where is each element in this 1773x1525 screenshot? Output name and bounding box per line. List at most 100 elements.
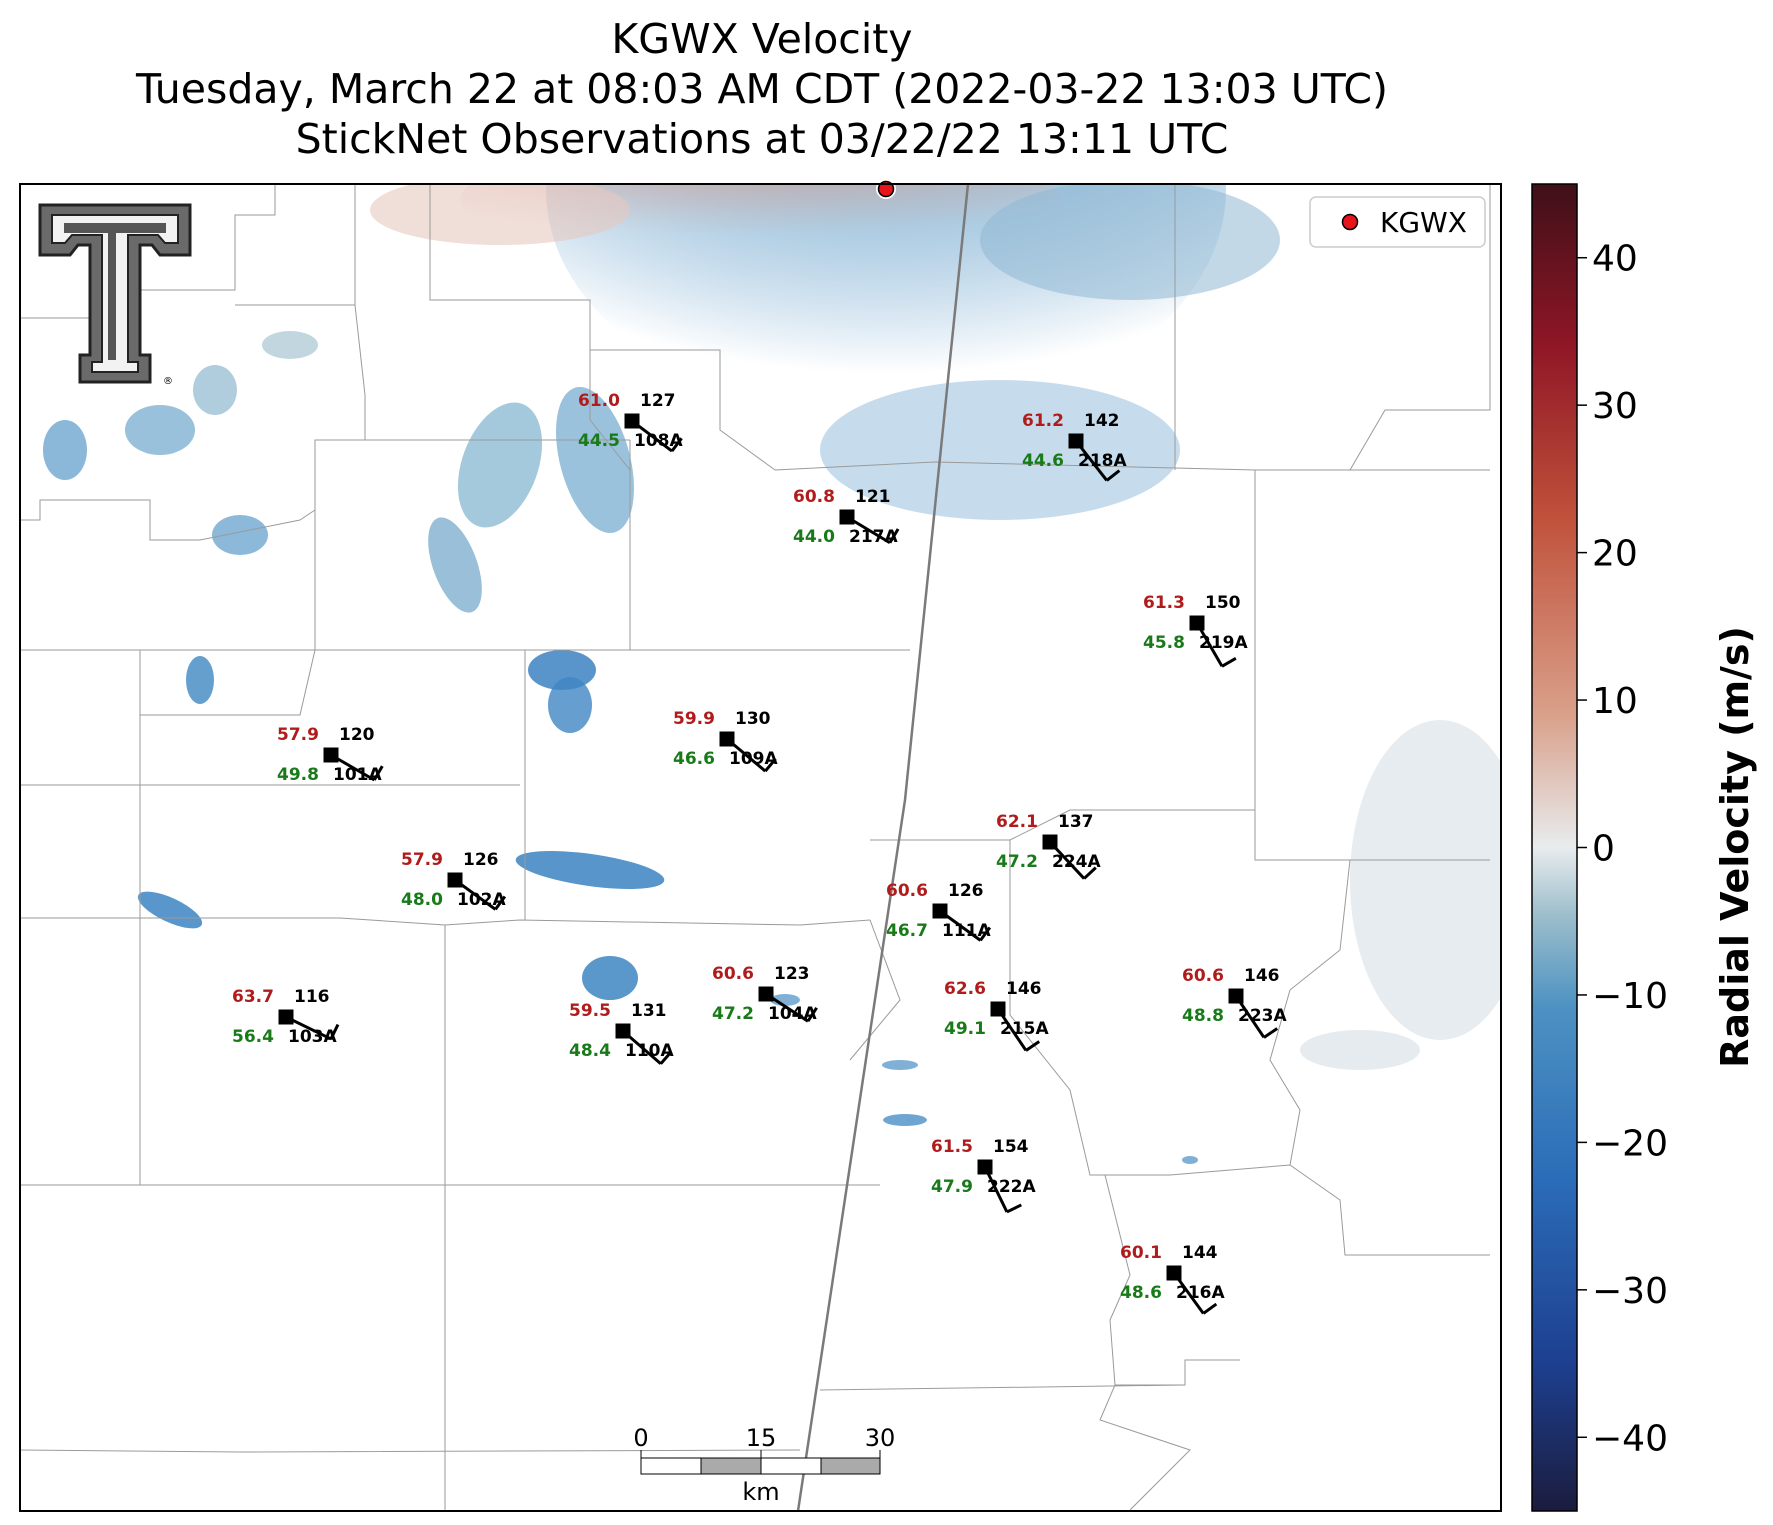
wind-barb-flag — [888, 528, 900, 544]
station-219A: 61.3 150 45.8 219A — [1143, 593, 1248, 668]
station-id: 224A — [1052, 852, 1101, 872]
station-marker — [1228, 988, 1244, 1004]
station-marker — [1068, 433, 1084, 449]
station-wind-direction: 120 — [339, 725, 375, 745]
station-109A: 59.9 130 46.6 109A — [673, 709, 778, 773]
station-id: 219A — [1199, 633, 1248, 653]
station-dewpoint: 44.6 — [1022, 451, 1064, 471]
wind-barb-flag — [979, 926, 992, 942]
station-marker — [1166, 1265, 1182, 1281]
station-marker — [932, 903, 948, 919]
station-temperature: 59.9 — [673, 709, 715, 729]
station-id: 223A — [1238, 1006, 1287, 1026]
colorbar-label: Radial Velocity (m/s) — [1713, 626, 1757, 1068]
wind-barb-flag — [1025, 1040, 1041, 1052]
station-temperature: 62.1 — [996, 812, 1038, 832]
station-223A: 60.6 146 48.8 223A — [1182, 966, 1287, 1039]
station-wind-direction: 146 — [1006, 979, 1042, 999]
station-id: 108A — [634, 431, 683, 451]
velocity-echoes — [43, 184, 1501, 1164]
station-id: 218A — [1078, 451, 1127, 471]
wind-barb-flag — [1006, 1203, 1022, 1214]
station-wind-direction: 130 — [735, 709, 771, 729]
station-marker — [1042, 834, 1058, 850]
station-temperature: 61.0 — [578, 391, 620, 411]
legend-marker-icon — [1341, 213, 1359, 231]
map-area: 61.0 127 44.5 108A 61.2 142 44.6 218A 60.8 121 44.… — [20, 184, 1501, 1511]
station-dewpoint: 56.4 — [232, 1027, 274, 1047]
station-dewpoint: 46.7 — [886, 921, 928, 941]
wind-barb-flag — [806, 1006, 818, 1023]
station-temperature: 60.6 — [1182, 966, 1224, 986]
station-temperature: 60.6 — [886, 881, 928, 901]
colorbar-tick-label: 10 — [1592, 681, 1638, 722]
station-110A: 59.5 131 48.4 110A — [569, 1001, 674, 1065]
station-dewpoint: 44.0 — [793, 527, 835, 547]
station-id: 102A — [457, 890, 506, 910]
station-marker — [323, 747, 339, 763]
station-temperature: 59.5 — [569, 1001, 611, 1021]
station-104A: 60.6 123 47.2 104A — [712, 964, 818, 1024]
wind-barb-flag — [494, 895, 507, 911]
station-temperature: 57.9 — [277, 725, 319, 745]
colorbar-tick-label: −10 — [1592, 976, 1668, 1017]
station-marker — [977, 1159, 993, 1175]
station-id: 111A — [942, 921, 991, 941]
colorbar-tick-label: 20 — [1592, 534, 1638, 575]
station-wind-direction: 131 — [631, 1001, 667, 1021]
state-boundary — [796, 184, 970, 1511]
station-marker — [278, 1009, 294, 1025]
station-temperature: 61.3 — [1143, 593, 1185, 613]
station-101A: 57.9 120 49.8 101A — [277, 725, 384, 785]
station-marker — [447, 872, 463, 888]
station-marker — [719, 731, 735, 747]
scale-tick-30: 30 — [865, 1424, 896, 1452]
wind-barb-flag — [1263, 1027, 1279, 1039]
station-dewpoint: 49.1 — [944, 1019, 986, 1039]
station-id: 103A — [288, 1027, 337, 1047]
station-111A: 60.6 126 46.7 111A — [886, 881, 992, 942]
station-temperature: 60.1 — [1120, 1243, 1162, 1263]
station-dewpoint: 48.0 — [401, 890, 443, 910]
legend-label: KGWX — [1380, 206, 1467, 239]
scale-bar: 0 15 30 km — [633, 1424, 895, 1506]
wind-barb-flag — [1105, 469, 1121, 482]
station-temperature: 62.6 — [944, 979, 986, 999]
station-wind-direction: 150 — [1205, 593, 1241, 613]
station-temperature: 60.8 — [793, 487, 835, 507]
wind-barb-flag — [670, 437, 683, 452]
colorbar-tick-label: 0 — [1592, 829, 1615, 870]
station-dewpoint: 49.8 — [277, 765, 319, 785]
station-222A: 61.5 154 47.9 222A — [931, 1137, 1036, 1214]
wind-barb-flag — [764, 757, 777, 773]
colorbar-ticks: 40 30 20 10 0 −10 −20 −30 −40 — [1577, 239, 1668, 1459]
wind-barb-flag — [1221, 657, 1237, 668]
station-108A: 61.0 127 44.5 108A — [578, 391, 683, 453]
station-temperature: 60.6 — [712, 964, 754, 984]
station-marker — [624, 413, 640, 429]
title-obs-time: StickNet Observations at 03/22/22 13:11 … — [295, 115, 1229, 163]
wind-barb-flag — [1083, 866, 1097, 880]
station-wind-direction: 126 — [463, 850, 499, 870]
station-dewpoint: 47.2 — [712, 1004, 754, 1024]
station-temperature: 63.7 — [232, 987, 274, 1007]
texas-tech-logo-icon: ® — [38, 203, 192, 387]
colorbar-tick-label: −40 — [1592, 1418, 1668, 1459]
title-time: Tuesday, March 22 at 08:03 AM CDT (2022-… — [135, 65, 1388, 113]
station-wind-direction: 142 — [1084, 411, 1120, 431]
station-id: 101A — [333, 765, 382, 785]
station-dewpoint: 46.6 — [673, 749, 715, 769]
station-id: 215A — [1000, 1019, 1049, 1039]
station-temperature: 61.5 — [931, 1137, 973, 1157]
station-217A: 60.8 121 44.0 217A — [793, 487, 900, 547]
station-dewpoint: 48.6 — [1120, 1283, 1162, 1303]
station-wind-direction: 144 — [1182, 1243, 1218, 1263]
station-wind-direction: 116 — [294, 987, 330, 1007]
title-radar: KGWX Velocity — [611, 15, 913, 63]
station-wind-direction: 137 — [1058, 812, 1094, 832]
station-102A: 57.9 126 48.0 102A — [401, 850, 507, 911]
station-103A: 63.7 116 56.4 103A — [232, 987, 340, 1047]
station-id: 110A — [625, 1041, 674, 1061]
